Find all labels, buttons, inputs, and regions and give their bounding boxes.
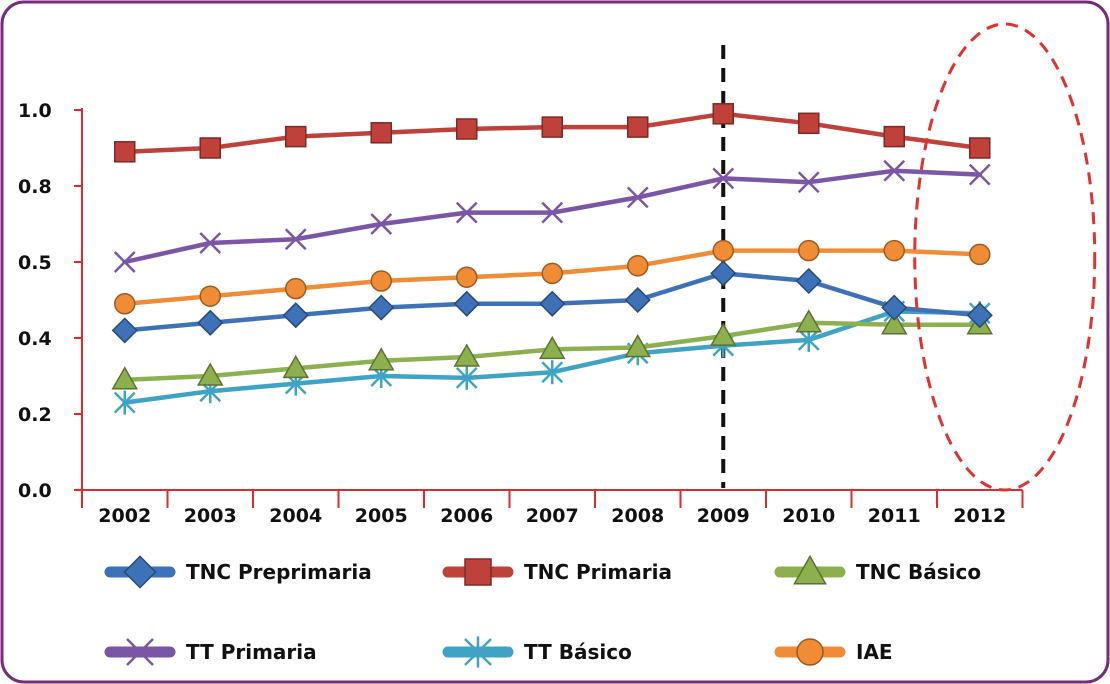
data-point <box>113 390 136 415</box>
data-point <box>626 186 649 209</box>
dashed-ellipse-annotation <box>913 22 1097 492</box>
data-point <box>197 309 224 336</box>
x-tick-label: 2010 <box>782 505 835 527</box>
data-point <box>539 290 566 317</box>
data-point <box>969 243 991 266</box>
data-point <box>196 362 224 386</box>
data-point <box>114 141 136 163</box>
data-point <box>455 365 478 390</box>
data-point <box>199 232 222 254</box>
data-point <box>541 116 563 138</box>
legend-label: TT Primaria <box>186 640 317 664</box>
x-tick-label: 2003 <box>184 505 237 527</box>
y-tick-label: 0.8 <box>18 176 52 198</box>
x-tick-label: 2002 <box>98 505 151 527</box>
data-point <box>883 159 906 182</box>
data-point <box>367 347 395 371</box>
x-tick-label: 2005 <box>355 505 408 527</box>
legend-marker <box>126 638 154 666</box>
legend-label: TNC Preprimaria <box>186 560 372 584</box>
data-point <box>541 360 564 385</box>
data-point <box>798 112 820 135</box>
data-point <box>370 122 392 144</box>
x-tick-label: 2007 <box>526 505 579 527</box>
legend-marker <box>793 554 827 585</box>
data-point <box>455 201 478 224</box>
x-tick-label: 2008 <box>611 505 664 527</box>
data-point <box>966 302 993 329</box>
data-point <box>370 270 392 292</box>
data-point <box>883 125 905 148</box>
data-point <box>624 333 652 358</box>
data-point <box>712 103 734 125</box>
legend-label: TNC Básico <box>856 560 981 584</box>
data-point <box>538 335 566 360</box>
data-point <box>111 366 139 390</box>
data-point <box>111 317 138 344</box>
data-point <box>285 125 307 148</box>
data-point <box>370 213 393 235</box>
legend-label: TNC Primaria <box>524 560 672 584</box>
data-point <box>798 239 820 262</box>
data-point <box>710 260 737 287</box>
data-point <box>453 290 480 317</box>
data-point <box>795 309 823 333</box>
data-point <box>624 286 651 314</box>
data-point <box>712 167 735 190</box>
x-tick-label: 2009 <box>697 505 750 527</box>
x-tick-label: 2011 <box>868 505 921 527</box>
data-point <box>114 293 136 315</box>
data-point <box>113 251 136 273</box>
data-point <box>881 294 908 321</box>
legend-marker <box>123 555 157 589</box>
data-point <box>282 354 310 379</box>
data-point <box>199 285 221 307</box>
y-tick-label: 0.0 <box>18 480 52 502</box>
legend-marker <box>796 638 824 666</box>
data-point <box>285 277 307 300</box>
data-point <box>969 137 991 159</box>
y-tick-label: 0.2 <box>18 404 52 426</box>
data-point <box>456 266 478 288</box>
legend-label: TT Básico <box>524 640 632 664</box>
data-point <box>968 163 991 186</box>
data-point <box>368 294 395 321</box>
data-point <box>282 302 309 329</box>
data-point <box>541 262 563 285</box>
data-point <box>883 239 905 262</box>
series-line <box>122 168 982 265</box>
data-point <box>880 311 908 335</box>
data-point <box>453 343 481 367</box>
x-tick-label: 2006 <box>440 505 493 527</box>
x-tick-label: 2004 <box>269 505 322 527</box>
data-point <box>284 228 307 251</box>
x-tick-label: 2012 <box>953 505 1006 527</box>
data-point <box>199 137 221 159</box>
y-tick-label: 0.5 <box>18 252 52 274</box>
data-point <box>712 239 734 262</box>
data-point <box>541 201 564 224</box>
legend-marker <box>464 636 492 668</box>
data-point <box>709 322 737 346</box>
data-point <box>797 171 820 194</box>
data-point <box>627 116 649 138</box>
y-tick-label: 0.4 <box>18 328 52 350</box>
data-point <box>795 267 822 295</box>
y-tick-label: 1.0 <box>18 100 52 122</box>
data-point <box>456 118 478 140</box>
data-point <box>627 255 649 277</box>
legend-marker <box>464 558 492 586</box>
legend-label: IAE <box>856 640 893 664</box>
